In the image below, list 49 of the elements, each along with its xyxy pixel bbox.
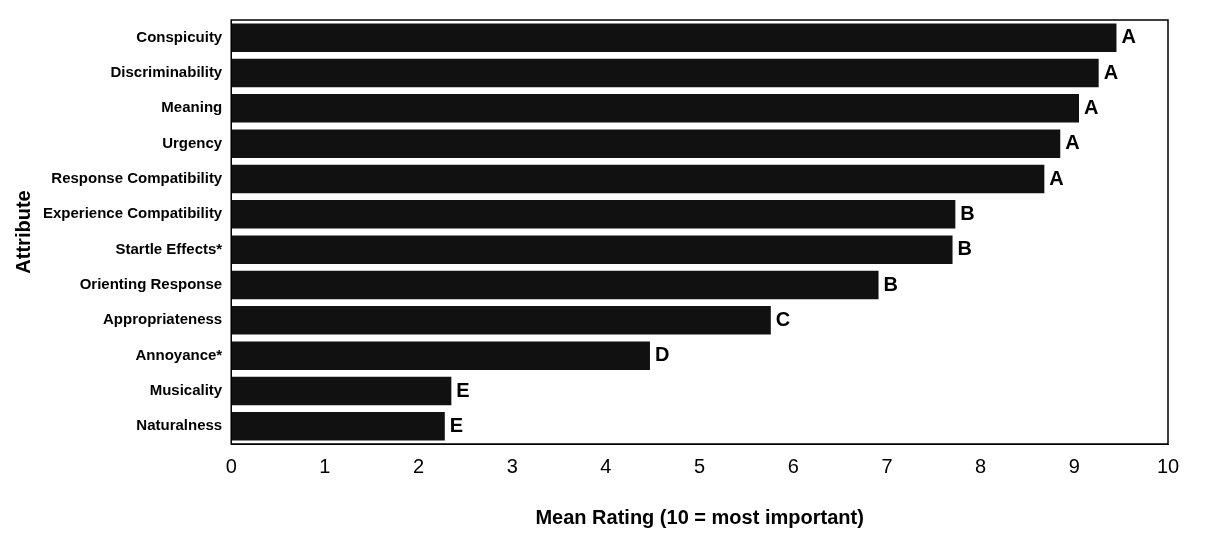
y-tick-label: Urgency [162,133,223,151]
data-label: E [456,378,470,401]
y-tick-label: Musicality [149,381,223,399]
bar [231,58,1099,88]
y-axis-title: Attribute [11,190,34,274]
y-tick-label: Orienting Response [79,275,223,293]
bar [231,270,879,300]
data-label: C [775,307,791,330]
x-axis-title: Mean Rating (10 = most important) [535,505,864,528]
x-tick-label: 3 [506,454,518,477]
bar [231,235,953,264]
bar [231,341,650,370]
y-tick-label: Naturalness [136,416,223,434]
bar [231,306,771,335]
data-label: A [1065,131,1080,154]
x-tick-label: 5 [694,454,706,477]
x-tick-label: 7 [881,454,893,477]
data-label: A [1121,25,1136,48]
data-label: A [1049,166,1064,189]
y-tick-label: Discriminability [110,63,223,81]
y-tick-label: Appropriateness [103,310,223,328]
y-tick-label: Experience Compatibility [43,204,223,222]
data-label: A [1103,60,1119,83]
x-tick-label: 9 [1068,454,1080,477]
y-tick-label: Response Compatibility [51,169,223,187]
data-label: E [449,413,464,436]
y-tick-label: Startle Effects* [115,239,223,257]
y-tick-label: Conspicuity [136,27,223,45]
bar [231,23,1117,52]
bar [231,412,445,441]
bar [231,164,1045,194]
bar [231,376,452,406]
bar [231,94,1080,123]
x-tick-label: 8 [975,454,987,477]
data-label: B [960,201,975,224]
x-tick-label: 0 [225,454,237,477]
data-label: B [957,237,972,260]
bar [231,129,1061,158]
bar [231,200,956,229]
y-tick-label: Meaning [161,98,223,116]
x-tick-label: 1 [319,454,331,477]
x-tick-label: 10 [1156,454,1180,477]
x-tick-label: 4 [600,454,612,477]
data-label: A [1084,95,1099,118]
x-tick-label: 6 [787,454,799,477]
y-tick-label: Annoyance* [135,345,223,363]
data-label: D [654,343,670,366]
data-label: B [883,272,898,295]
x-tick-label: 2 [413,454,425,477]
